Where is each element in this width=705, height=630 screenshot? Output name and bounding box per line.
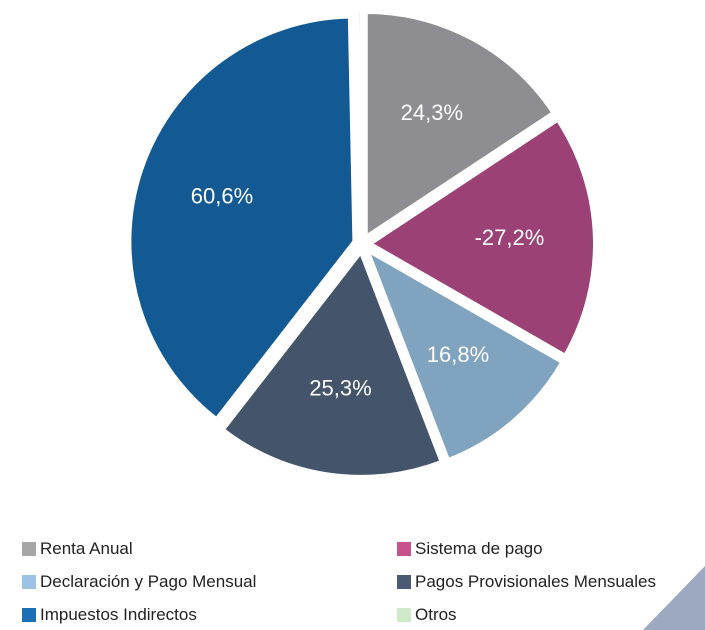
legend-label-pagos-provisionales: Pagos Provisionales Mensuales xyxy=(415,572,656,591)
pie-slice-declaraci-n-y-pago-mensual xyxy=(363,245,566,463)
pie-slice-otros xyxy=(355,9,364,237)
legend-item-declaracion-pago-mensual: Declaración y Pago Mensual xyxy=(22,569,397,594)
legend-label-impuestos-indirectos: Impuestos Indirectos xyxy=(40,605,197,624)
legend-item-renta-anual: Renta Anual xyxy=(22,536,397,561)
legend-swatch-sistema-de-pago xyxy=(397,541,411,556)
pie-label-impuestos-indirectos: 60,6% xyxy=(191,183,253,208)
legend-item-otros: Otros xyxy=(397,602,692,627)
legend-label-declaracion-pago-mensual: Declaración y Pago Mensual xyxy=(40,572,257,591)
pie-label-pagos-provisionales-mensuales: 25,3% xyxy=(309,376,371,401)
pie-slice-sistema-de-pago xyxy=(366,116,597,359)
legend: Renta Anual Sistema de pago Declaración … xyxy=(22,536,692,627)
legend-swatch-renta-anual xyxy=(22,541,36,556)
legend-label-renta-anual: Renta Anual xyxy=(40,539,133,558)
pie-slice-pagos-provisionales-mensuales xyxy=(220,247,445,479)
pie-label-sistema-de-pago: -27,2% xyxy=(475,225,545,250)
legend-swatch-otros xyxy=(397,607,411,622)
legend-item-sistema-de-pago: Sistema de pago xyxy=(397,536,692,561)
legend-swatch-declaracion-pago-mensual xyxy=(22,574,36,589)
pie-label-declaraci-n-y-pago-mensual: 16,8% xyxy=(427,342,489,367)
legend-item-impuestos-indirectos: Impuestos Indirectos xyxy=(22,602,397,627)
legend-label-otros: Otros xyxy=(415,605,457,624)
pie-label-renta-anual: 24,3% xyxy=(401,100,463,125)
legend-swatch-impuestos-indirectos xyxy=(22,607,36,622)
legend-label-sistema-de-pago: Sistema de pago xyxy=(415,539,543,558)
legend-item-pagos-provisionales: Pagos Provisionales Mensuales xyxy=(397,569,692,594)
legend-swatch-pagos-provisionales xyxy=(397,574,411,589)
pie-slice-impuestos-indirectos xyxy=(127,14,357,423)
pie-slice-renta-anual xyxy=(363,9,557,241)
